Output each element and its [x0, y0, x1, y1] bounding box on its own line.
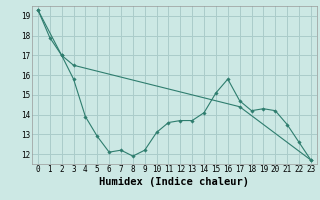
X-axis label: Humidex (Indice chaleur): Humidex (Indice chaleur): [100, 177, 249, 187]
